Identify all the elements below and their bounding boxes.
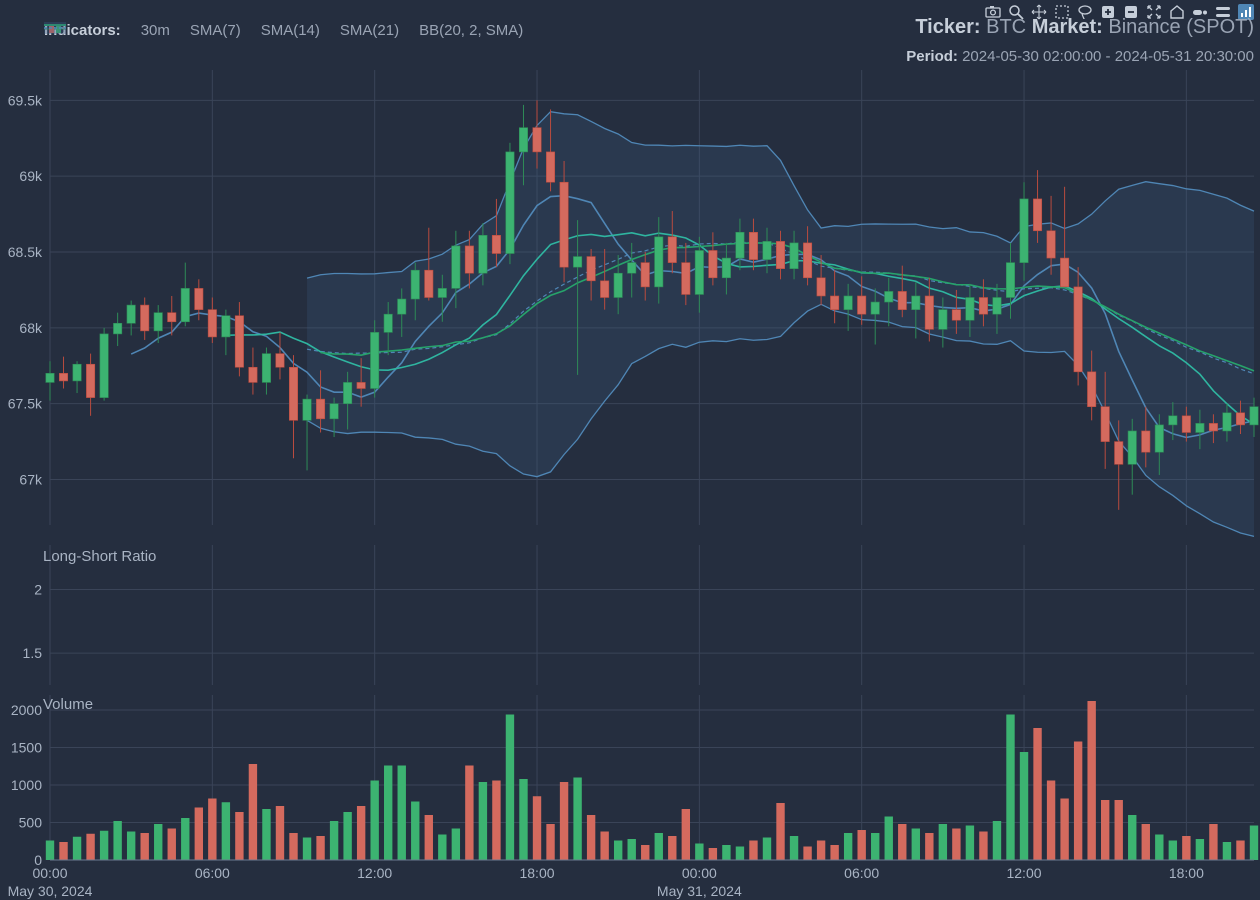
svg-text:06:00: 06:00 — [844, 865, 879, 881]
svg-text:500: 500 — [19, 815, 43, 831]
svg-text:2000: 2000 — [11, 702, 42, 718]
svg-text:68k: 68k — [19, 320, 43, 336]
svg-text:1500: 1500 — [11, 740, 42, 756]
svg-text:12:00: 12:00 — [357, 865, 392, 881]
svg-text:2: 2 — [34, 582, 42, 598]
svg-text:67k: 67k — [19, 472, 43, 488]
svg-text:69k: 69k — [19, 168, 43, 184]
svg-text:1000: 1000 — [11, 777, 42, 793]
svg-text:00:00: 00:00 — [32, 865, 67, 881]
svg-text:06:00: 06:00 — [195, 865, 230, 881]
svg-text:67.5k: 67.5k — [8, 396, 43, 412]
svg-text:1.5: 1.5 — [23, 645, 43, 661]
svg-text:69.5k: 69.5k — [8, 92, 43, 108]
svg-text:00:00: 00:00 — [682, 865, 717, 881]
svg-text:May 31, 2024: May 31, 2024 — [657, 883, 742, 899]
svg-text:12:00: 12:00 — [1006, 865, 1041, 881]
svg-text:May 30, 2024: May 30, 2024 — [8, 883, 93, 899]
svg-text:18:00: 18:00 — [519, 865, 554, 881]
svg-text:Long-Short Ratio: Long-Short Ratio — [43, 548, 156, 565]
svg-text:18:00: 18:00 — [1169, 865, 1204, 881]
svg-text:68.5k: 68.5k — [8, 244, 43, 260]
chart-canvas[interactable]: 67k67.5k68k68.5k69k69.5k1.52050010001500… — [0, 0, 1260, 900]
svg-text:Volume: Volume — [43, 696, 93, 713]
